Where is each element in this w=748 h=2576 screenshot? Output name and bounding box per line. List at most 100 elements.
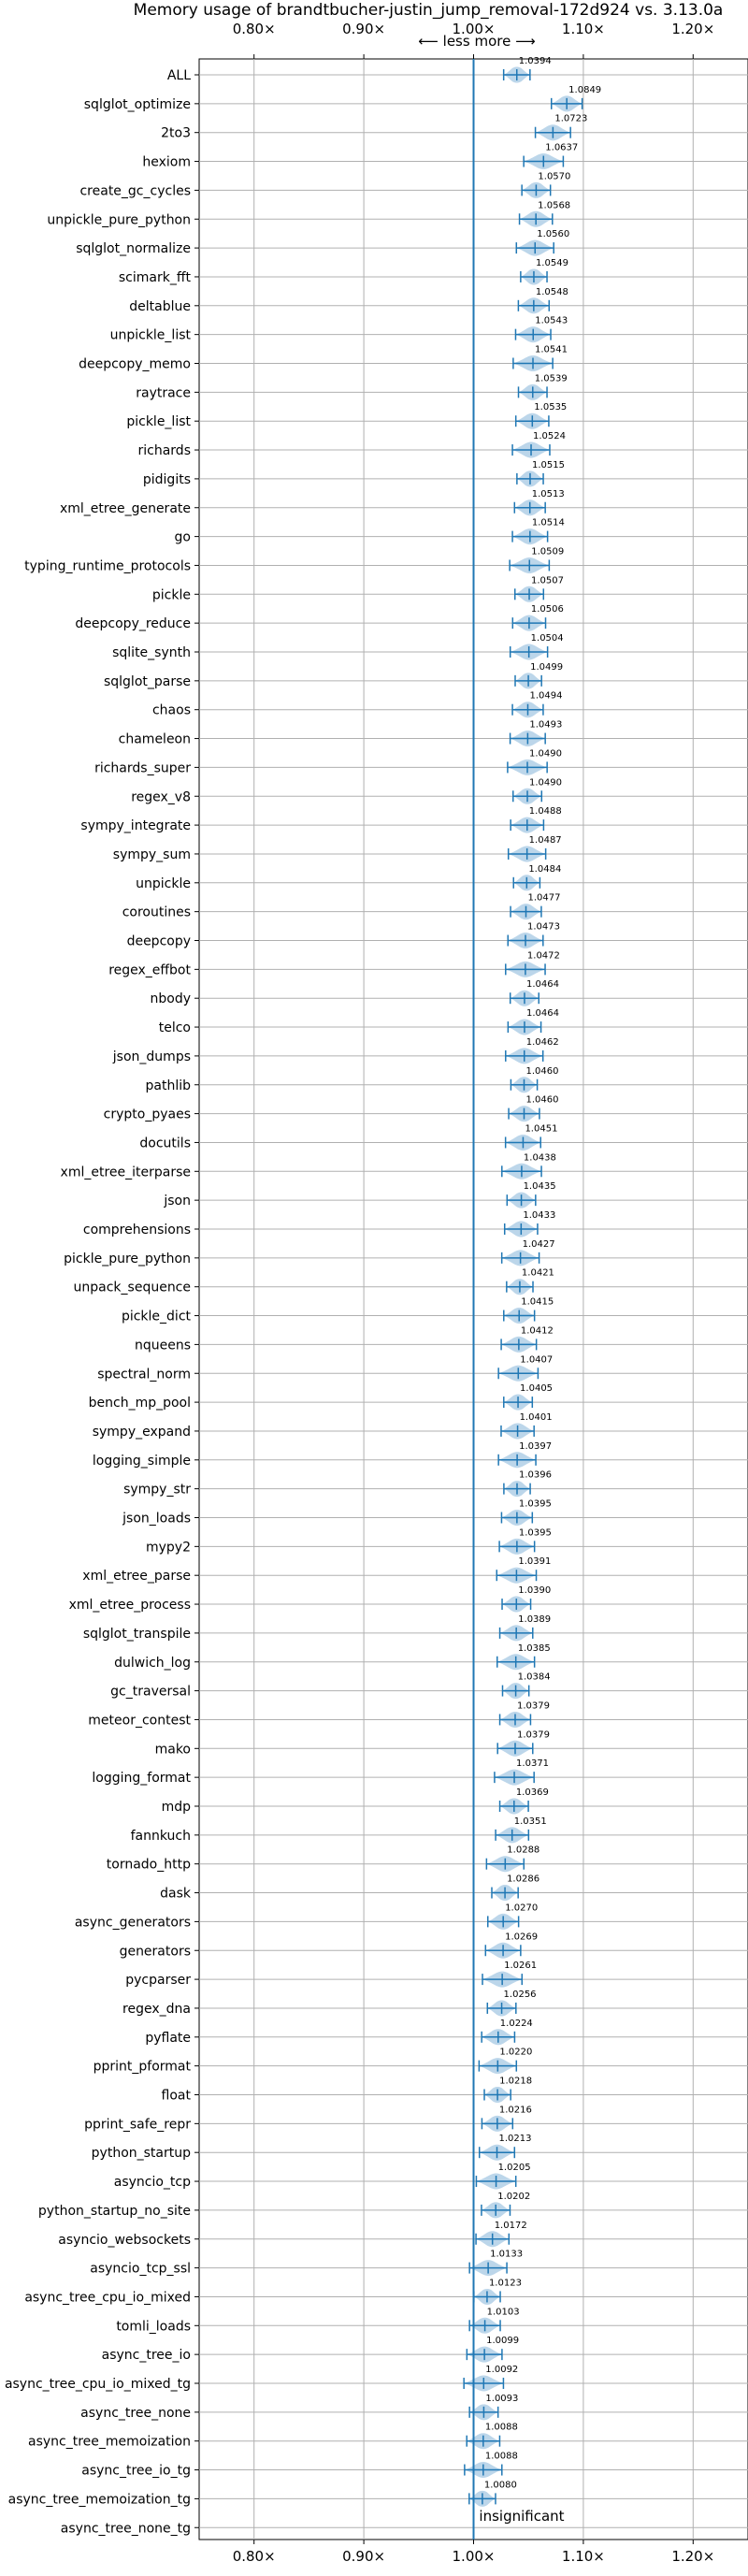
- value-label: 1.0384: [518, 1672, 551, 1683]
- y-tick-label: float: [162, 2089, 192, 2104]
- value-label: 1.0261: [504, 1961, 537, 1971]
- y-tick-label: dulwich_log: [114, 1656, 191, 1671]
- violins: [463, 66, 583, 2507]
- y-tick-label: json_loads: [122, 1512, 191, 1527]
- y-tick-label: async_tree_none_tg: [61, 2521, 191, 2536]
- y-tick-label: asyncio_websockets: [58, 2233, 191, 2248]
- y-tick-label: async_tree_cpu_io_mixed: [24, 2290, 191, 2305]
- y-tick-label: sympy_expand: [93, 1425, 191, 1440]
- value-label: 1.0637: [545, 143, 578, 153]
- y-tick-label: async_tree_io: [102, 2348, 191, 2363]
- y-tick-label: docutils: [139, 1136, 191, 1151]
- y-tick-label: sqlglot_transpile: [83, 1627, 191, 1642]
- y-axis-labels: ALL sqlglot_optimize 2to3 hexiom create_gc_c…: [5, 68, 199, 2536]
- y-tick-label: richards: [138, 443, 192, 458]
- x-tick-label-top: 0.90×: [342, 21, 385, 37]
- y-tick-label: meteor_contest: [88, 1713, 191, 1728]
- value-label: 1.0397: [519, 1441, 552, 1452]
- y-tick-label: json: [163, 1194, 191, 1208]
- y-tick-label: xml_etree_iterparse: [61, 1165, 191, 1179]
- y-tick-label: nbody: [151, 991, 192, 1006]
- y-tick-label: async_tree_cpu_io_mixed_tg: [5, 2377, 191, 2392]
- x-axis-bottom: 0.80× 0.90× 1.00× 1.10× 1.20×: [233, 2540, 714, 2565]
- x-tick-label-bottom: 0.90×: [342, 2548, 385, 2565]
- value-label: 1.0477: [527, 893, 560, 904]
- y-tick-label: deepcopy_memo: [79, 357, 191, 372]
- value-label: 1.0415: [521, 1297, 554, 1308]
- y-tick-label: bench_mp_pool: [89, 1396, 191, 1411]
- value-label: 1.0395: [519, 1499, 552, 1510]
- value-label: 1.0394: [519, 56, 552, 66]
- value-label: 1.0395: [519, 1527, 552, 1538]
- y-tick-label: typing_runtime_protocols: [24, 558, 191, 573]
- value-label: 1.0396: [519, 1470, 552, 1481]
- value-label: 1.0560: [537, 229, 569, 239]
- y-tick-label: unpickle_pure_python: [47, 212, 191, 227]
- value-label: 1.0405: [520, 1383, 553, 1394]
- y-tick-label: tornado_http: [107, 1858, 191, 1873]
- value-label: 1.0099: [486, 2336, 519, 2346]
- x-tick-label-top: 0.80×: [233, 21, 276, 37]
- value-label: 1.0088: [485, 2423, 518, 2433]
- y-tick-label: raytrace: [136, 385, 191, 400]
- value-label: 1.0515: [532, 460, 565, 470]
- value-label: 1.0270: [505, 1903, 538, 1913]
- value-label: 1.0484: [528, 864, 561, 875]
- y-tick-label: pidigits: [143, 472, 191, 487]
- y-tick-label: pickle_list: [126, 414, 191, 429]
- y-tick-label: pprint_safe_repr: [84, 2117, 191, 2132]
- value-label: 1.0488: [529, 806, 562, 817]
- value-label: 1.0490: [529, 777, 562, 788]
- y-tick-label: sympy_str: [123, 1483, 191, 1498]
- y-tick-label: sqlite_synth: [112, 645, 191, 660]
- value-label: 1.0433: [523, 1210, 555, 1221]
- y-tick-label: sympy_sum: [113, 847, 191, 862]
- value-label: 1.0543: [535, 316, 568, 326]
- value-label: 1.0464: [526, 1008, 559, 1019]
- value-label: 1.0493: [529, 720, 562, 731]
- value-label: 1.0088: [485, 2452, 518, 2462]
- value-label: 1.0427: [523, 1239, 555, 1250]
- y-tick-label: hexiom: [142, 155, 191, 170]
- y-tick-label: deepcopy_reduce: [75, 616, 191, 631]
- y-tick-label: crypto_pyaes: [104, 1107, 191, 1122]
- value-label: 1.0216: [499, 2105, 532, 2115]
- y-tick-label: create_gc_cycles: [79, 183, 191, 198]
- value-label: 1.0849: [568, 85, 601, 95]
- value-label: 1.0092: [485, 2365, 518, 2375]
- value-label: 1.0451: [525, 1123, 557, 1134]
- value-label: 1.0407: [520, 1354, 553, 1365]
- insignificant-annotation: insignificant: [479, 2508, 564, 2525]
- y-tick-label: dask: [160, 1887, 192, 1902]
- value-label: 1.0421: [522, 1268, 554, 1279]
- y-tick-label: sqlglot_parse: [104, 674, 191, 689]
- y-tick-label: coroutines: [122, 905, 191, 920]
- value-label: 1.0080: [484, 2480, 517, 2490]
- value-label: 1.0391: [518, 1556, 551, 1567]
- value-label: 1.0504: [531, 633, 564, 644]
- value-label: 1.0438: [524, 1152, 556, 1163]
- y-tick-label: asyncio_tcp_ssl: [90, 2262, 191, 2277]
- y-tick-label: regex_dna: [122, 2002, 191, 2017]
- value-label: 1.0506: [531, 604, 564, 615]
- value-label: 1.0390: [518, 1585, 551, 1596]
- y-tick-label: deltablue: [129, 299, 191, 314]
- y-tick-label: json_dumps: [112, 1049, 191, 1064]
- y-tick-label: 2to3: [161, 126, 191, 141]
- value-label: 1.0269: [505, 1932, 538, 1942]
- value-label: 1.0385: [518, 1643, 551, 1654]
- value-label: 1.0389: [518, 1614, 551, 1625]
- value-label: 1.0464: [526, 979, 559, 990]
- value-label: 1.0723: [554, 114, 587, 124]
- y-tick-label: regex_v8: [131, 789, 191, 804]
- value-label: 1.0288: [507, 1845, 539, 1856]
- y-tick-label: sympy_integrate: [80, 818, 191, 833]
- y-tick-label: gc_traversal: [110, 1685, 191, 1700]
- value-label: 1.0213: [499, 2134, 532, 2144]
- y-tick-label: pickle: [152, 587, 191, 602]
- value-label: 1.0568: [538, 200, 570, 210]
- value-label: 1.0205: [498, 2163, 531, 2173]
- value-label: 1.0286: [507, 1874, 539, 1885]
- value-label: 1.0548: [536, 287, 568, 297]
